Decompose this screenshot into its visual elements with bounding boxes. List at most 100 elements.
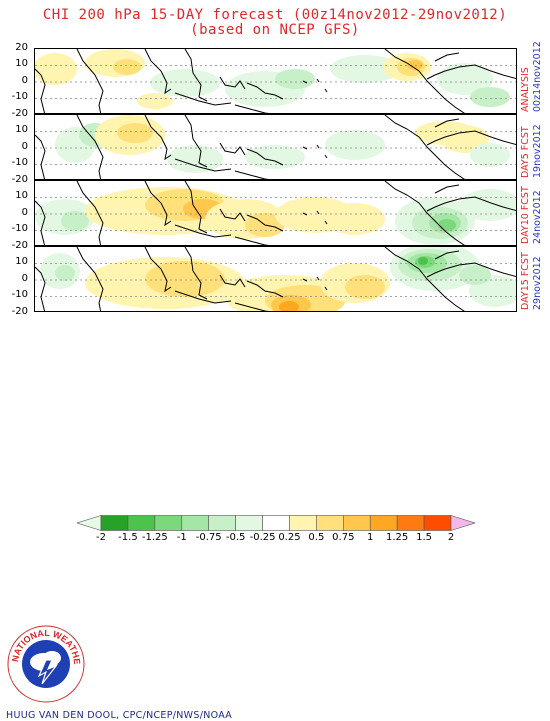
y-tick: 0 (21, 75, 28, 86)
coastline (35, 134, 46, 179)
coastline (234, 170, 269, 179)
anomaly-shading (279, 301, 299, 311)
coastline (324, 88, 328, 93)
coastline (316, 276, 320, 281)
y-tick: -20 (11, 108, 28, 119)
anomaly-shading (330, 55, 400, 83)
y-tick: -20 (11, 240, 28, 251)
anomaly-shading (437, 63, 493, 95)
y-tick: 0 (21, 207, 28, 218)
coastline (434, 52, 460, 62)
colorbar-labels: -2 -1.5 -1.25 -1 -0.75 -0.5 -0.25 0.25 0.5 0.75 1 1… (77, 532, 475, 546)
coastline (302, 146, 308, 150)
colorbar-tick-label: -1.25 (141, 532, 168, 543)
colorbar-tick-label: 0.5 (308, 532, 325, 543)
coastline (384, 49, 465, 113)
colorbar-tick-label: 1.25 (386, 532, 409, 543)
coastline (174, 290, 232, 304)
anomaly-shading (470, 143, 510, 167)
panel-day5 (34, 114, 517, 180)
nws-logo-icon: NATIONAL WEATHER SERVICE (6, 624, 85, 703)
colorbar-tick-label: 1 (367, 532, 374, 543)
colorbar-swatch (423, 515, 452, 531)
y-tick: 10 (15, 256, 28, 267)
anomaly-shading (245, 145, 305, 169)
coastline (184, 115, 208, 168)
anomaly-shading (167, 145, 223, 173)
y-tick: 20 (15, 42, 28, 53)
panel-label: DAY10 FCST (520, 186, 531, 244)
coastline (174, 92, 232, 106)
anomaly-shading (345, 275, 385, 299)
panel-date: 19nov2012 (532, 124, 543, 178)
coastline (219, 208, 246, 222)
anomaly-shading (150, 69, 220, 97)
colorbar-swatch (181, 515, 209, 531)
colorbar-max-triangle (450, 515, 475, 531)
colorbar-swatch (316, 515, 344, 531)
panel-date: 00z14nov2012 (532, 41, 543, 112)
coastline (426, 196, 516, 212)
panel-day10 (34, 180, 517, 246)
anomaly-shading (438, 219, 456, 231)
credit: HUUG VAN DEN DOOL, CPC/NCEP/NWS/NOAA (6, 710, 233, 721)
panel-day15 (34, 246, 517, 312)
coastline (219, 76, 246, 90)
coastline (426, 64, 516, 80)
coastline (144, 49, 172, 95)
coastline (384, 247, 465, 311)
anomaly-shading (418, 257, 428, 265)
y-tick: -10 (11, 223, 28, 234)
panel-label-analysis: ANALYSIS 00z14nov2012 (519, 41, 547, 114)
anomaly-shading (145, 261, 225, 297)
coastline (302, 278, 308, 282)
colorbar-swatch (343, 515, 371, 531)
anomaly-shading (325, 203, 385, 235)
y-tick: 10 (15, 124, 28, 135)
coastline (384, 115, 465, 179)
coastline (219, 142, 246, 156)
coastline (76, 115, 104, 179)
panel-analysis (34, 48, 517, 114)
y-tick: -10 (11, 91, 28, 102)
map-day10 (35, 181, 516, 245)
coastline (174, 158, 232, 172)
anomaly-shading (35, 53, 77, 85)
colorbar-tick-label: 1.5 (416, 532, 433, 543)
panel-label-day10: DAY10 FCST 24nov2012 (519, 180, 547, 246)
coastline (246, 82, 284, 100)
coastline (434, 118, 460, 128)
coastline (144, 247, 172, 293)
map-day15 (35, 247, 516, 311)
coastline (316, 144, 320, 149)
anomaly-shading (113, 59, 141, 75)
coastline (219, 274, 246, 288)
anomaly-shading (55, 265, 75, 281)
coastline (174, 224, 232, 238)
panel-label-day15: DAY15 FCST 29nov2012 (519, 246, 547, 312)
anomaly-shading (275, 69, 315, 89)
panel-date: 24nov2012 (532, 190, 543, 244)
coastline (184, 247, 208, 300)
coastline (35, 200, 46, 245)
colorbar-tick-label: 2 (447, 532, 455, 543)
anomaly-shading (61, 211, 89, 231)
y-tick: 0 (21, 273, 28, 284)
coastline (426, 130, 516, 146)
colorbar-tick-label: 0.25 (278, 532, 301, 543)
anomaly-shading (137, 93, 173, 109)
coastline (324, 220, 328, 225)
panel-label: DAY5 FCST (520, 126, 531, 178)
colorbar-tick-label: -0.25 (249, 532, 276, 543)
colorbar-tick-label: -2 (96, 532, 106, 543)
map-analysis (35, 49, 516, 113)
coastline (35, 266, 46, 311)
coastline (76, 247, 104, 311)
y-tick: -10 (11, 157, 28, 168)
y-tick: 10 (15, 190, 28, 201)
coastline (426, 262, 516, 278)
colorbar-swatch (154, 515, 183, 531)
coastline (234, 302, 269, 311)
colorbar-swatch (396, 515, 425, 531)
coastline (316, 210, 320, 215)
